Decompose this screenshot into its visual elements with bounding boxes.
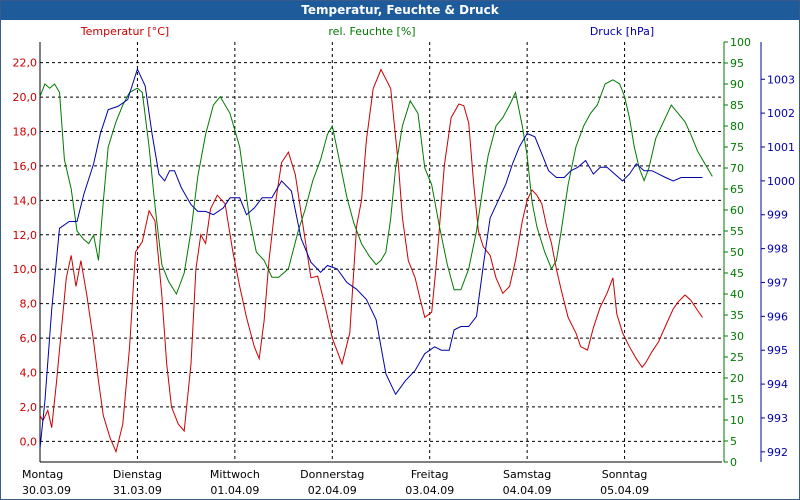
temperature-tick-label: 14,0 — [13, 194, 38, 207]
pressure-tick-label: 998 — [767, 243, 788, 256]
humidity-tick-label: 100 — [730, 36, 751, 49]
pressure-tick-label: 992 — [767, 446, 788, 459]
humidity-tick-label: 25 — [730, 351, 744, 364]
pressure-tick-label: 995 — [767, 344, 788, 357]
humidity-tick-label: 30 — [730, 330, 744, 343]
temperature-tick-label: 2,0 — [20, 401, 38, 414]
day-name-label: Dienstag — [113, 468, 162, 481]
day-date-label: 31.03.09 — [113, 484, 162, 497]
day-date-label: 01.04.09 — [210, 484, 259, 497]
temperature-tick-label: 20,0 — [13, 91, 38, 104]
humidity-tick-label: 80 — [730, 120, 744, 133]
day-labels: Montag 30.03.09 Dienstag 31.03.09 Mittwoch 01… — [22, 468, 649, 497]
humidity-tick-label: 50 — [730, 246, 744, 259]
pressure-tick-label: 1001 — [767, 141, 795, 154]
series-lines — [39, 67, 713, 454]
temperature-tick-label: 10,0 — [13, 263, 38, 276]
day-name-label: Montag — [22, 468, 63, 481]
humidity-tick-label: 60 — [730, 204, 744, 217]
pressure-tick-label: 1000 — [767, 175, 795, 188]
pressure-axis-label: Druck [hPa] — [590, 25, 654, 38]
humidity-tick-label: 65 — [730, 183, 744, 196]
temperature-tick-label: 18,0 — [13, 126, 38, 139]
pressure-tick-label: 994 — [767, 378, 788, 391]
day-name-label: Samstag — [503, 468, 551, 481]
grid-lines — [39, 42, 722, 463]
pressure-axis: 992 993 994 995 996 997 998 999 1000 1001 1002 1003 — [760, 42, 795, 462]
day-date-label: 02.04.09 — [308, 484, 357, 497]
temperature-axis-label: Temperatur [°C] — [80, 25, 169, 38]
humidity-tick-label: 5 — [730, 435, 737, 448]
humidity-axis-label: rel. Feuchte [%] — [328, 25, 415, 38]
pressure-tick-label: 993 — [767, 412, 788, 425]
humidity-tick-label: 10 — [730, 414, 744, 427]
temperature-tick-label: 8,0 — [20, 298, 38, 311]
pressure-line — [39, 67, 703, 449]
day-name-label: Donnerstag — [300, 468, 364, 481]
day-date-label: 03.04.09 — [405, 484, 454, 497]
humidity-tick-label: 15 — [730, 393, 744, 406]
temperature-tick-label: 16,0 — [13, 160, 38, 173]
temperature-tick-label: 4,0 — [20, 366, 38, 379]
day-date-label: 04.04.09 — [503, 484, 552, 497]
temperature-tick-label: 6,0 — [20, 332, 38, 345]
day-date-label: 05.04.09 — [600, 484, 649, 497]
chart-title: Temperatur, Feuchte & Druck — [1, 1, 799, 20]
humidity-tick-label: 95 — [730, 57, 744, 70]
humidity-tick-label: 45 — [730, 267, 744, 280]
temperature-line — [39, 68, 703, 454]
pressure-tick-label: 999 — [767, 209, 788, 222]
humidity-tick-label: 40 — [730, 288, 744, 301]
day-name-label: Freitag — [411, 468, 449, 481]
humidity-tick-label: 85 — [730, 99, 744, 112]
pressure-tick-label: 1003 — [767, 73, 795, 86]
humidity-tick-label: 70 — [730, 162, 744, 175]
pressure-tick-label: 1002 — [767, 107, 795, 120]
humidity-line — [39, 79, 713, 296]
pressure-tick-label: 996 — [767, 310, 788, 323]
day-date-label: 30.03.09 — [22, 484, 71, 497]
temperature-tick-label: 12,0 — [13, 229, 38, 242]
pressure-tick-label: 997 — [767, 276, 788, 289]
humidity-tick-label: 0 — [730, 456, 737, 469]
day-name-label: Sonntag — [602, 468, 648, 481]
humidity-tick-label: 20 — [730, 372, 744, 385]
humidity-tick-label: 35 — [730, 309, 744, 322]
temperature-axis: 0,0 2,0 4,0 6,0 8,0 10,0 12,0 14,0 16,0 18,0 20,0 2… — [13, 57, 38, 449]
humidity-tick-label: 90 — [730, 78, 744, 91]
day-name-label: Mittwoch — [210, 468, 260, 481]
humidity-tick-label: 75 — [730, 141, 744, 154]
humidity-tick-label: 55 — [730, 225, 744, 238]
temperature-tick-label: 22,0 — [13, 57, 38, 70]
humidity-axis: 0 5 10 15 20 25 30 35 40 45 50 55 60 65 70 75 80 85 90 95 10… — [723, 36, 751, 469]
temperature-tick-label: 0,0 — [20, 435, 38, 448]
